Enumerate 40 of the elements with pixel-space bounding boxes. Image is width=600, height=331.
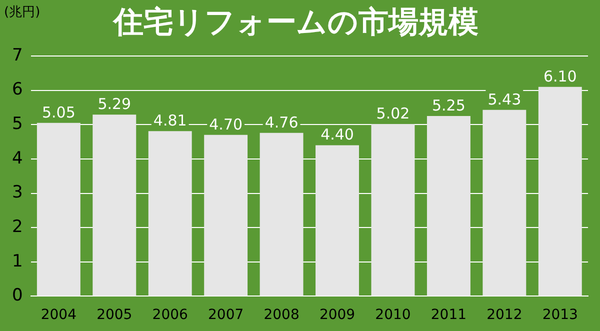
data-label: 5.29 [98, 95, 132, 114]
x-tick-label: 2007 [208, 307, 244, 324]
data-label: 6.10 [543, 67, 577, 86]
x-tick-label: 2013 [542, 307, 578, 324]
chart-title: 住宅リフォームの市場規模 [112, 4, 478, 40]
bar [316, 145, 359, 296]
y-axis-title: (兆円) [4, 4, 40, 20]
x-tick-label: 2010 [375, 307, 411, 324]
bar [260, 132, 304, 296]
bar [148, 131, 192, 296]
data-label: 4.81 [153, 112, 187, 130]
bar [426, 116, 470, 296]
bar [482, 110, 526, 296]
y-tick-label: 5 [12, 114, 23, 134]
x-tick-label: 2012 [486, 307, 522, 324]
data-label: 5.02 [376, 104, 410, 122]
y-tick-label: 4 [12, 148, 23, 168]
data-label: 5.05 [42, 103, 76, 122]
x-tick-label: 2004 [40, 307, 77, 324]
bar [371, 124, 415, 296]
x-tick-label: 2006 [152, 307, 188, 324]
data-label: 4.70 [209, 115, 243, 134]
y-tick-label: 3 [12, 182, 23, 203]
y-tick-label: 0 [12, 286, 23, 306]
bar [538, 86, 582, 296]
data-label: 5.43 [488, 90, 522, 108]
x-tick-label: 2011 [430, 307, 467, 324]
x-tick-label: 2005 [96, 307, 132, 324]
y-tick-label: 2 [12, 216, 23, 237]
data-label: 4.76 [264, 113, 298, 132]
y-tick-label: 6 [12, 80, 23, 100]
x-tick-label: 2009 [319, 307, 356, 324]
x-tick-label: 2008 [264, 307, 300, 324]
bar [36, 122, 80, 296]
y-tick-label: 1 [12, 251, 23, 272]
bar [204, 134, 248, 296]
data-label: 5.25 [432, 96, 466, 114]
data-label: 4.40 [320, 126, 354, 144]
y-tick-label: 7 [12, 45, 23, 66]
bar [92, 114, 136, 296]
